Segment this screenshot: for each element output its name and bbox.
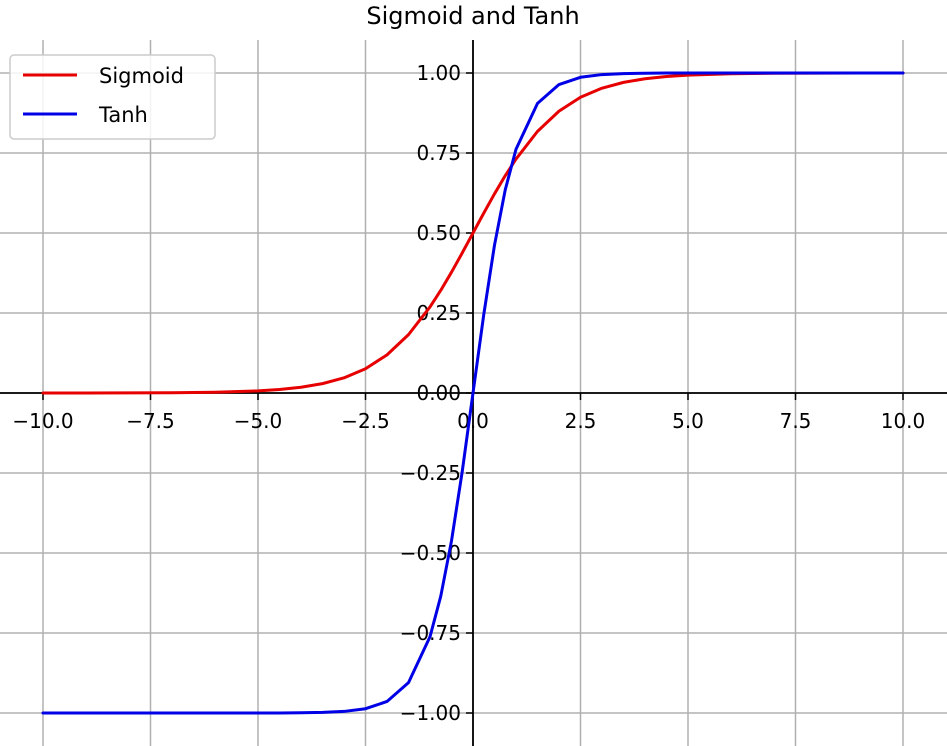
y-tick-label: 0.00 [416, 381, 461, 405]
x-tick-label: −2.5 [341, 409, 390, 433]
x-tick-label: 5.0 [672, 409, 704, 433]
series-line-tanh [41, 71, 905, 715]
series-line-sigmoid [41, 71, 905, 395]
x-tick-label: 7.5 [780, 409, 812, 433]
y-tick-label: 0.50 [416, 221, 461, 245]
y-tick-label: 1.00 [416, 61, 461, 85]
y-tick-label: 0.25 [416, 301, 461, 325]
legend-label: Sigmoid [99, 64, 184, 88]
chart-title: Sigmoid and Tanh [366, 2, 579, 30]
x-tick-label: 10.0 [881, 409, 926, 433]
legend: Sigmoid Tanh [9, 54, 216, 140]
y-tick-label: −0.25 [400, 461, 461, 485]
series-lines [41, 71, 905, 715]
y-tick-label: 0.75 [416, 141, 461, 165]
x-tick-label: 2.5 [565, 409, 597, 433]
x-tick-label: 0.0 [457, 409, 489, 433]
legend-label: Tanh [98, 103, 148, 127]
x-tick-label: −7.5 [126, 409, 175, 433]
y-tick-label: −1.00 [400, 701, 461, 725]
x-tick-label: −5.0 [234, 409, 283, 433]
x-tick-label: −10.0 [12, 409, 73, 433]
